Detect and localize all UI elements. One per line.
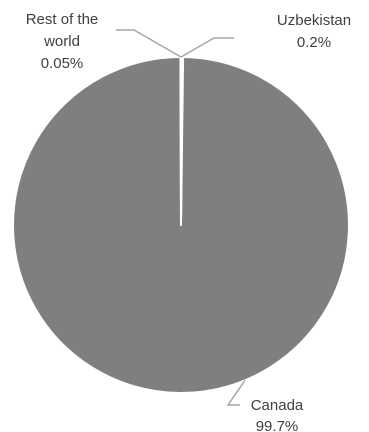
pie-slices: [12, 55, 350, 394]
pie-slice-rest-of-the-world: [179, 55, 184, 226]
label-rest-name-line1: Rest of the: [26, 11, 99, 28]
leader-line-canada: [226, 379, 246, 406]
label-rest-value: 0.05%: [41, 55, 84, 72]
label-canada-name: Canada: [251, 397, 304, 414]
leader-line-uzbekistan: [180, 37, 234, 58]
label-rest-name-line2: world: [43, 33, 80, 50]
label-uzbekistan-value: 0.2%: [297, 34, 331, 51]
leader-lines: [116, 29, 246, 406]
label-uzbekistan-name: Uzbekistan: [277, 12, 351, 29]
leader-line-rest-of-the-world: [116, 29, 182, 58]
label-canada-value: 99.7%: [256, 418, 299, 432]
